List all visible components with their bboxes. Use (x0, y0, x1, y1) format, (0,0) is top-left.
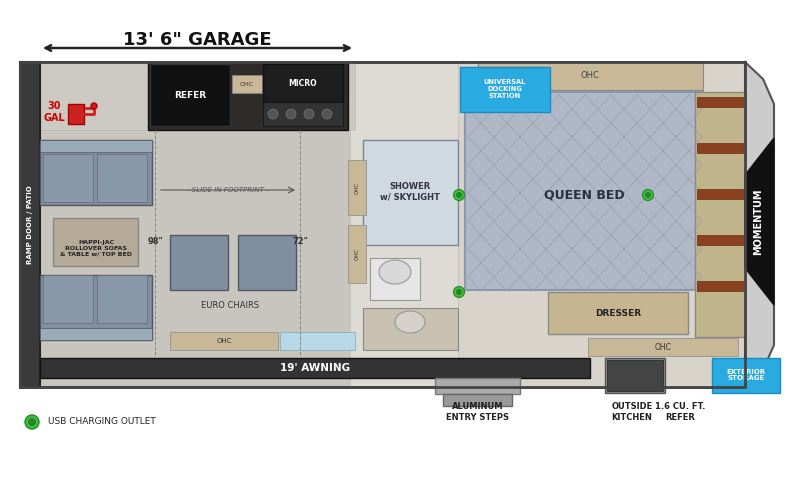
Bar (697, 189, 743, 199)
Bar (697, 281, 743, 291)
Text: OHC: OHC (240, 82, 254, 86)
Text: OHC: OHC (354, 182, 359, 194)
Bar (697, 97, 743, 107)
Bar (232, 75, 262, 93)
Bar (170, 235, 228, 290)
Bar (43, 154, 93, 202)
Ellipse shape (395, 311, 425, 333)
Text: HAPPI-JAC
ROLLOVER SOFAS
& TABLE w/ TOP BED: HAPPI-JAC ROLLOVER SOFAS & TABLE w/ TOP … (60, 240, 132, 256)
Bar (53, 218, 138, 266)
Bar (280, 332, 355, 350)
Circle shape (322, 109, 332, 119)
Bar (548, 292, 688, 334)
Text: RAMP DOOR / PATIO: RAMP DOOR / PATIO (27, 186, 33, 264)
Circle shape (25, 415, 39, 429)
Bar (607, 360, 663, 391)
Circle shape (456, 289, 462, 295)
Bar (170, 332, 278, 350)
Circle shape (286, 109, 296, 119)
Bar (97, 154, 147, 202)
Bar (460, 67, 550, 112)
Text: OHC: OHC (354, 248, 359, 260)
Bar (40, 62, 355, 130)
Bar (370, 258, 420, 300)
Circle shape (642, 190, 654, 200)
Bar (263, 102, 343, 126)
Text: EXTERIOR
STORAGE: EXTERIOR STORAGE (726, 368, 766, 382)
Circle shape (454, 286, 465, 298)
Bar (20, 62, 745, 387)
Bar (695, 92, 745, 337)
Text: UNIVERSAL
DOCKING
STATION: UNIVERSAL DOCKING STATION (484, 79, 526, 99)
Bar (458, 62, 745, 387)
Bar (478, 62, 703, 90)
Bar (40, 358, 590, 378)
Text: QUEEN BED: QUEEN BED (544, 188, 624, 202)
Text: MOMENTUM: MOMENTUM (753, 188, 763, 255)
Text: USB CHARGING OUTLET: USB CHARGING OUTLET (48, 418, 156, 426)
Bar (588, 338, 738, 356)
Bar (443, 394, 512, 406)
Bar (43, 275, 93, 323)
Bar (97, 275, 147, 323)
Bar (605, 358, 665, 393)
Bar (40, 140, 152, 152)
Text: SHOWER
w/ SKYLIGHT: SHOWER w/ SKYLIGHT (380, 182, 440, 202)
Text: ALUMINUM
ENTRY STEPS: ALUMINUM ENTRY STEPS (446, 402, 510, 421)
Text: 1.6 CU. FT.
REFER: 1.6 CU. FT. REFER (655, 402, 705, 421)
Text: 13' 6" GARAGE: 13' 6" GARAGE (122, 31, 271, 49)
Circle shape (91, 103, 97, 109)
Bar (263, 64, 343, 102)
Bar (20, 62, 40, 387)
Text: REFER: REFER (174, 90, 206, 100)
Bar (40, 275, 152, 340)
Bar (150, 64, 230, 126)
Ellipse shape (379, 260, 411, 284)
Text: 72": 72" (292, 238, 308, 246)
Bar (40, 130, 350, 385)
Circle shape (454, 190, 465, 200)
Text: 30
GAL: 30 GAL (43, 101, 65, 123)
Text: OHC: OHC (216, 338, 232, 344)
Bar (148, 62, 348, 130)
Text: OHC: OHC (581, 72, 599, 80)
Bar (40, 140, 152, 205)
Text: DRESSER: DRESSER (595, 308, 641, 318)
Bar (238, 235, 296, 290)
Bar (697, 235, 743, 245)
Circle shape (645, 192, 651, 198)
Circle shape (28, 418, 36, 426)
Bar (40, 328, 152, 340)
Bar (697, 143, 743, 153)
Text: MICRO: MICRO (289, 78, 318, 88)
Text: EURO CHAIRS: EURO CHAIRS (201, 300, 259, 310)
Bar (465, 92, 703, 290)
Polygon shape (745, 138, 774, 305)
Circle shape (304, 109, 314, 119)
Bar (363, 140, 458, 245)
Bar (20, 62, 745, 387)
Text: - SLIDE IN FOOTPRINT -: - SLIDE IN FOOTPRINT - (187, 187, 269, 193)
Text: 98": 98" (147, 238, 163, 246)
Bar (348, 160, 366, 215)
Bar (712, 358, 780, 393)
Circle shape (456, 192, 462, 198)
Text: 19' AWNING: 19' AWNING (280, 363, 350, 373)
Polygon shape (745, 62, 774, 387)
Bar (68, 104, 84, 124)
Bar (348, 225, 366, 283)
Circle shape (268, 109, 278, 119)
Text: OHC: OHC (654, 342, 671, 351)
Text: OUTSIDE
KITCHEN: OUTSIDE KITCHEN (611, 402, 653, 421)
Bar (435, 378, 520, 394)
Bar (363, 308, 458, 350)
